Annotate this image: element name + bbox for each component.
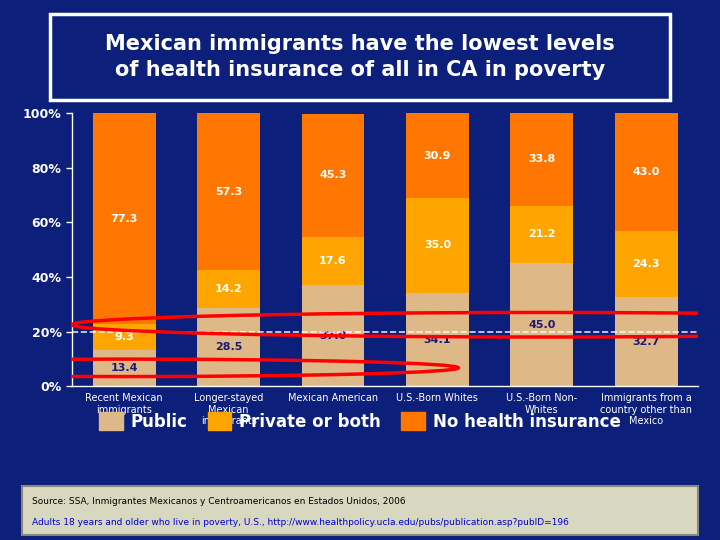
Bar [510,113,573,206]
Text: 34.1: 34.1 [423,335,451,345]
Bar [406,293,469,386]
FancyBboxPatch shape [50,14,670,100]
Bar [197,308,260,386]
Bar [302,285,364,386]
Text: 33.8: 33.8 [528,154,555,165]
Text: 9.3: 9.3 [114,332,134,342]
Text: 35.0: 35.0 [424,240,451,251]
Text: Source: SSA, Inmigrantes Mexicanos y Centroamericanos en Estados Unidos, 2006: Source: SSA, Inmigrantes Mexicanos y Cen… [32,497,405,506]
Text: 77.3: 77.3 [110,214,138,224]
Text: 13.4: 13.4 [110,363,138,373]
Text: 32.7: 32.7 [632,336,660,347]
Text: 37.0: 37.0 [320,330,346,341]
Text: 30.9: 30.9 [423,151,451,160]
Text: Adults 18 years and older who live in poverty, U.S., http://www.healthpolicy.ucl: Adults 18 years and older who live in po… [32,518,569,527]
Bar [406,113,469,198]
Bar [615,113,678,231]
Text: 24.3: 24.3 [632,259,660,269]
Bar [197,113,260,269]
Bar [197,269,260,308]
Text: 45.0: 45.0 [528,320,556,330]
Legend: Public, Private or both, No health insurance: Public, Private or both, No health insur… [93,405,627,437]
Text: 28.5: 28.5 [215,342,243,352]
Bar [615,231,678,297]
Bar [302,114,364,237]
Text: 17.6: 17.6 [319,256,347,266]
Bar [510,264,573,386]
Bar [302,237,364,285]
Text: Mexican immigrants have the lowest levels
of health insurance of all in CA in po: Mexican immigrants have the lowest level… [105,33,615,80]
Text: 14.2: 14.2 [215,284,243,294]
Bar [615,297,678,386]
FancyBboxPatch shape [22,486,698,535]
Bar [510,206,573,264]
Text: 57.3: 57.3 [215,186,242,197]
Text: 21.2: 21.2 [528,230,556,239]
Text: 45.3: 45.3 [319,171,347,180]
Bar [406,198,469,293]
Bar [93,349,156,386]
Bar [93,113,156,324]
Bar [93,324,156,349]
Text: 43.0: 43.0 [632,167,660,177]
